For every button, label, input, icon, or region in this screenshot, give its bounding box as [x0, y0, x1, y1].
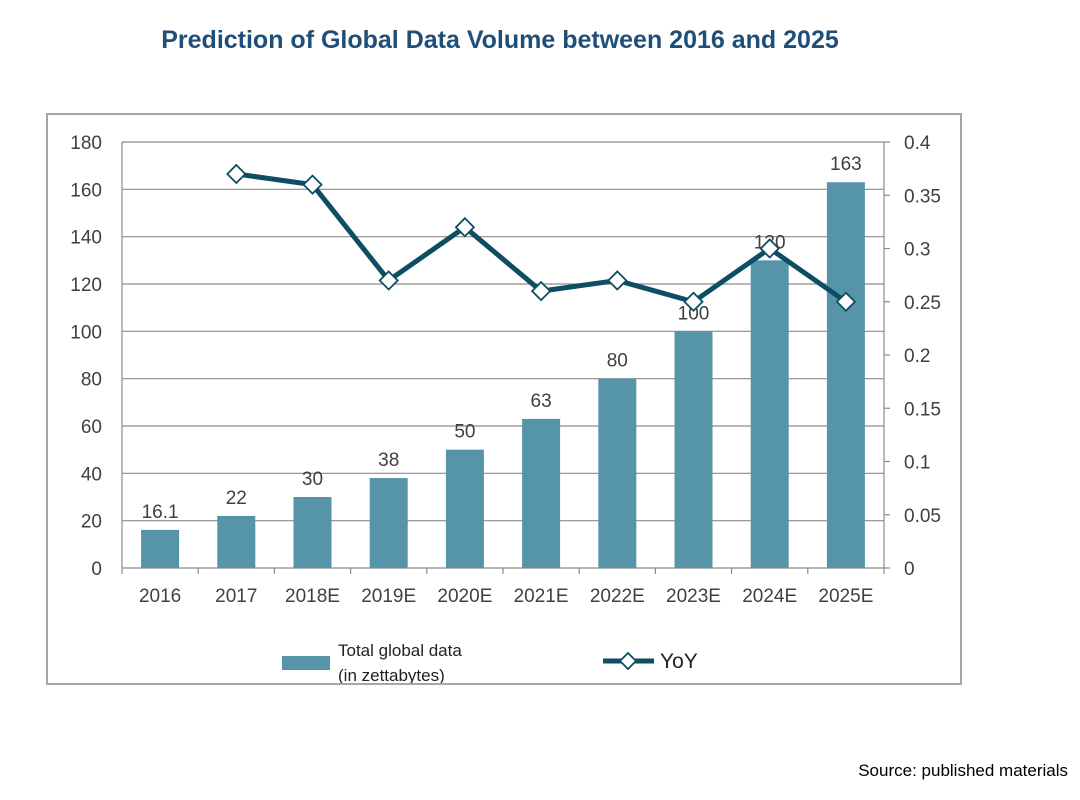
- x-tick-label: 2022E: [590, 586, 645, 607]
- bar-data-label: 16.1: [142, 502, 179, 523]
- yoy-marker: [759, 238, 780, 259]
- bar-data-label: 30: [302, 469, 323, 490]
- left-tick-label: 60: [81, 417, 102, 438]
- line-series: [226, 163, 857, 313]
- right-tick-label: 0: [904, 559, 915, 580]
- legend: Total global data (in zettabytes) YoY: [282, 641, 698, 683]
- left-tick-label: 0: [91, 559, 102, 580]
- legend-bar-label-line2: (in zettabytes): [338, 666, 445, 683]
- right-tick-label: 0.05: [904, 506, 941, 527]
- bar: [445, 449, 484, 568]
- yoy-marker: [683, 291, 704, 313]
- right-tick-label: 0.2: [904, 346, 930, 367]
- yoy-marker: [530, 280, 552, 302]
- bar: [598, 378, 637, 568]
- yoy-marker: [302, 174, 323, 195]
- chart-title: Prediction of Global Data Volume between…: [161, 26, 839, 54]
- left-tick-label: 140: [70, 228, 102, 249]
- x-tick-label: 2021E: [514, 586, 569, 607]
- chart-frame: 16.1223038506380100130163 02040608010012…: [46, 113, 962, 685]
- bar-data-label: 38: [378, 450, 399, 471]
- left-tick-label: 100: [70, 322, 102, 343]
- legend-bar-label-line1: Total global data: [338, 641, 462, 660]
- right-tick-label: 0.3: [904, 240, 930, 261]
- left-tick-label: 40: [81, 464, 102, 485]
- bar-data-label: 63: [531, 391, 552, 412]
- right-tick-label: 0.4: [904, 133, 931, 154]
- right-tick-label: 0.1: [904, 453, 930, 474]
- left-tick-label: 120: [70, 275, 102, 296]
- bar-data-label: 163: [830, 154, 862, 175]
- right-tick-label: 0.25: [904, 293, 941, 314]
- bar: [141, 529, 180, 568]
- axes: 0 20 40 60 80 100 120 140 160 180 0 0.05 0.1 0.15 0.2 0…: [70, 133, 941, 607]
- x-tick-label: 2016: [139, 586, 181, 607]
- x-tick-label: 2018E: [285, 586, 340, 607]
- legend-bar-swatch: [282, 656, 330, 670]
- left-tick-label: 160: [70, 180, 102, 201]
- left-tick-label: 20: [81, 512, 102, 533]
- bar-series: 16.1223038506380100130163: [141, 154, 865, 568]
- bar-data-label: 22: [226, 488, 247, 509]
- left-tick-label: 80: [81, 370, 102, 391]
- x-tick-label: 2025E: [818, 586, 873, 607]
- bar-data-label: 50: [454, 422, 475, 443]
- bar: [293, 497, 332, 568]
- x-tick-label: 2019E: [361, 586, 416, 607]
- x-tick-label: 2023E: [666, 586, 721, 607]
- legend-line-marker: [618, 651, 638, 671]
- bar: [369, 478, 408, 568]
- chart-plot: 16.1223038506380100130163 02040608010012…: [70, 133, 941, 683]
- bar-data-label: 100: [678, 303, 710, 324]
- yoy-marker: [226, 163, 247, 185]
- source-note: Source: published materials: [858, 761, 1068, 780]
- right-tick-label: 0.15: [904, 399, 941, 420]
- yoy-marker: [607, 270, 628, 291]
- bar: [217, 515, 256, 568]
- yoy-marker: [835, 291, 857, 313]
- right-tick-label: 0.35: [904, 186, 941, 207]
- yoy-marker: [454, 216, 476, 238]
- x-tick-label: 2024E: [742, 586, 797, 607]
- bar: [522, 418, 561, 568]
- bar: [826, 182, 865, 568]
- bar-data-label: 80: [607, 351, 628, 372]
- bar: [674, 331, 713, 568]
- yoy-marker: [378, 270, 399, 291]
- x-tick-label: 2020E: [437, 586, 492, 607]
- x-tick-label: 2017: [215, 586, 257, 607]
- legend-line-label: YoY: [660, 650, 698, 673]
- bar: [750, 260, 789, 568]
- left-tick-label: 180: [70, 133, 102, 154]
